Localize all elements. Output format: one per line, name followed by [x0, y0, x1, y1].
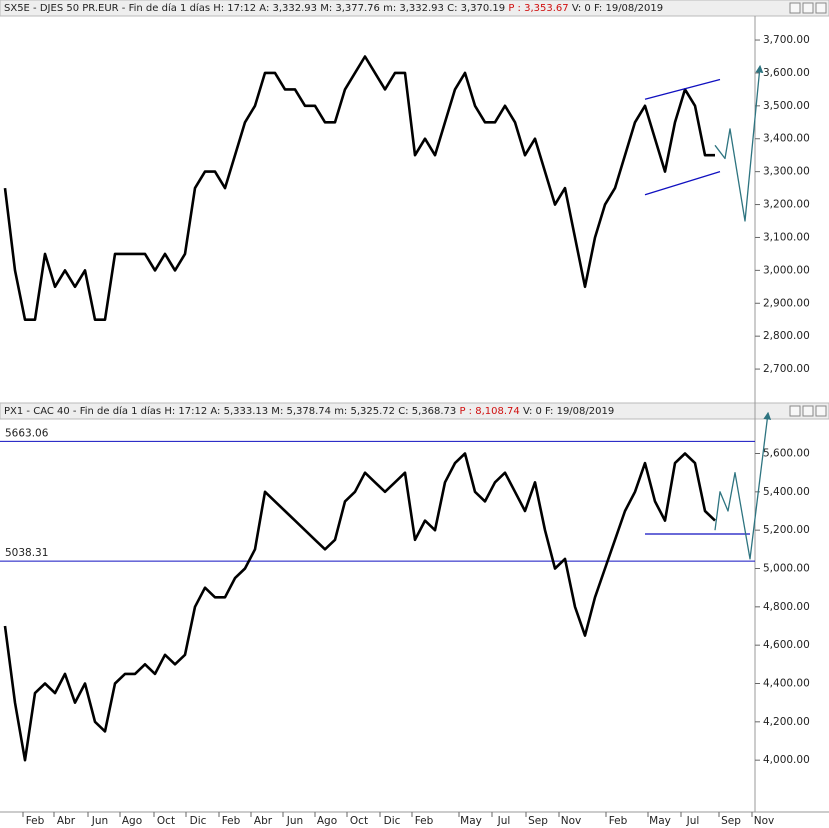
y-tick-label: 4,600.00	[763, 639, 810, 651]
x-tick-label: Dic	[190, 815, 207, 827]
channel-line	[644, 170, 721, 196]
y-tick-label: 3,500.00	[763, 100, 810, 112]
y-tick-label: 2,700.00	[763, 363, 810, 375]
maximize-button[interactable]	[802, 405, 814, 417]
y-tick-label: 4,400.00	[763, 678, 810, 690]
level-label: 5663.06	[5, 427, 49, 439]
y-tick-label: 5,200.00	[763, 524, 810, 536]
y-tick-label: 5,400.00	[763, 486, 810, 498]
panel-title: PX1 - CAC 40 - Fin de día 1 días H: 17:1…	[4, 405, 614, 417]
x-tick-label: Dic	[384, 815, 401, 827]
x-tick-label: Feb	[609, 815, 628, 827]
header-right: V: 0 F: 19/08/2019	[572, 3, 663, 14]
y-tick-label: 3,200.00	[763, 199, 810, 211]
header-right: V: 0 F: 19/08/2019	[523, 406, 614, 417]
x-tick-label: Abr	[57, 815, 76, 827]
x-tick-label: Feb	[26, 815, 45, 827]
channel-line	[644, 78, 721, 100]
y-tick-label: 4,800.00	[763, 601, 810, 613]
level-label: 5038.31	[5, 547, 48, 559]
maximize-button[interactable]	[802, 2, 814, 14]
x-tick-label: May	[460, 815, 482, 827]
y-tick-label: 3,000.00	[763, 264, 810, 276]
y-tick-label: 4,000.00	[763, 754, 810, 766]
y-tick-label: 3,700.00	[763, 34, 810, 46]
y-tick-label: 3,600.00	[763, 67, 810, 79]
x-tick-label: Jul	[686, 815, 700, 827]
x-tick-label: Jun	[91, 815, 108, 827]
y-tick-label: 3,300.00	[763, 166, 810, 178]
x-tick-label: Ago	[317, 815, 337, 827]
x-tick-label: Abr	[254, 815, 273, 827]
x-tick-label: Feb	[222, 815, 241, 827]
x-tick-label: Jul	[497, 815, 511, 827]
header-p: P : 3,353.67	[508, 3, 568, 14]
x-tick-label: Nov	[754, 815, 775, 827]
window-buttons[interactable]	[789, 2, 827, 417]
y-tick-label: 2,800.00	[763, 330, 810, 342]
close-button[interactable]	[815, 405, 827, 417]
y-tick-label: 3,400.00	[763, 133, 810, 145]
y-tick-label: 5,000.00	[763, 563, 810, 575]
x-tick-label: Feb	[415, 815, 434, 827]
projection-line	[714, 64, 764, 222]
x-tick-label: Sep	[528, 815, 548, 827]
projection-line	[714, 411, 772, 560]
price-line	[3, 55, 715, 321]
header-left: SX5E - DJES 50 PR.EUR - Fin de día 1 día…	[4, 2, 505, 14]
panel-title: SX5E - DJES 50 PR.EUR - Fin de día 1 día…	[4, 2, 663, 14]
x-tick-label: Oct	[350, 815, 368, 827]
price-line	[3, 452, 716, 762]
y-tick-label: 3,100.00	[763, 231, 810, 243]
minimize-button[interactable]	[789, 405, 801, 417]
panel-header	[0, 402, 829, 420]
header-left: PX1 - CAC 40 - Fin de día 1 días H: 17:1…	[4, 405, 456, 417]
minimize-button[interactable]	[789, 2, 801, 14]
close-button[interactable]	[815, 2, 827, 14]
x-tick-label: Nov	[561, 815, 582, 827]
x-tick-label: May	[649, 815, 671, 827]
x-tick-label: Ago	[122, 815, 142, 827]
header-p: P : 8,108.74	[459, 406, 519, 417]
panel-header	[0, 0, 829, 17]
y-tick-label: 5,600.00	[763, 448, 810, 460]
x-tick-label: Oct	[157, 815, 175, 827]
x-tick-label: Sep	[721, 815, 741, 827]
y-tick-label: 2,900.00	[763, 297, 810, 309]
y-tick-label: 4,200.00	[763, 716, 810, 728]
x-tick-label: Jun	[286, 815, 303, 827]
